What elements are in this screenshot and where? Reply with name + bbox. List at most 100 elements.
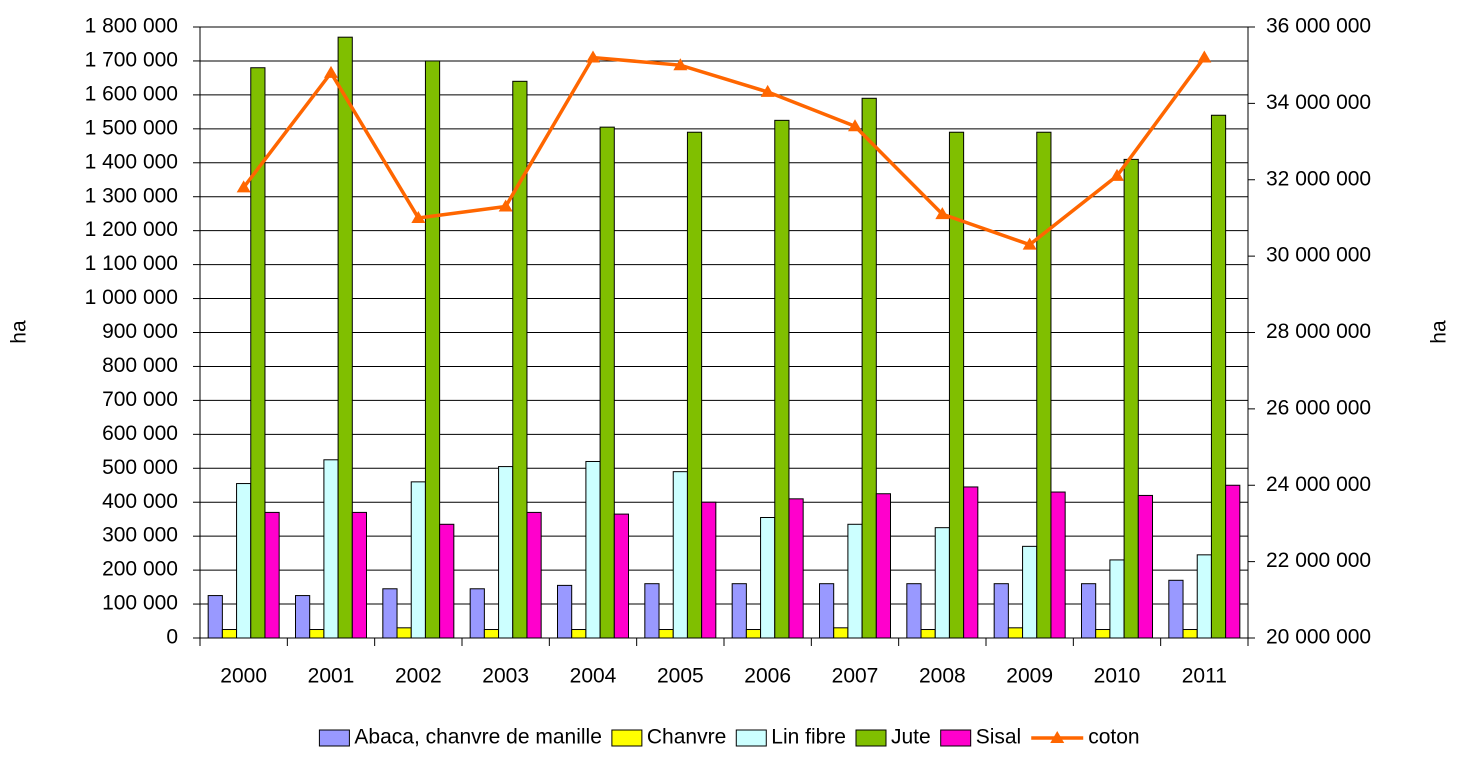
bar <box>774 119 790 639</box>
legend-swatch <box>611 729 643 747</box>
y-tick-label: 1 200 000 <box>85 218 178 241</box>
x-tick-label: 2010 <box>1094 665 1141 688</box>
bar <box>701 501 717 639</box>
y2-tick-label: 30 000 000 <box>1266 244 1371 267</box>
y-tick-label: 200 000 <box>102 558 178 581</box>
y2-tick-label: 36 000 000 <box>1266 15 1371 38</box>
legend-label: coton <box>1088 726 1139 749</box>
bar <box>1050 491 1066 639</box>
bar <box>1137 494 1154 639</box>
bar <box>207 595 223 639</box>
legend-swatch <box>318 729 350 747</box>
bar <box>1123 158 1139 639</box>
marker <box>586 50 600 63</box>
legend-label: Lin fibre <box>771 726 846 749</box>
marker <box>848 119 862 132</box>
bar <box>906 583 922 639</box>
legend-label: Sisal <box>976 726 1022 749</box>
y2-tick-label: 32 000 000 <box>1266 167 1371 190</box>
legend-swatch <box>940 729 972 747</box>
bar <box>613 513 629 639</box>
x-tick-label: 2002 <box>395 665 442 688</box>
bar <box>526 511 542 639</box>
y-tick-label: 1 400 000 <box>85 150 178 173</box>
bar <box>1196 554 1212 639</box>
bar <box>396 627 412 639</box>
bar <box>1168 579 1184 639</box>
x-tick-label: 2011 <box>1182 665 1227 688</box>
bar <box>1095 629 1111 639</box>
marker <box>1110 168 1124 181</box>
bar <box>847 523 863 639</box>
bar <box>382 588 398 639</box>
bar <box>993 583 1009 639</box>
y-tick-label: 0 <box>166 626 178 649</box>
y2-tick-label: 34 000 000 <box>1266 91 1371 114</box>
bar <box>1007 627 1024 639</box>
x-tick-label: 2000 <box>220 665 267 688</box>
bar <box>833 627 849 639</box>
bar <box>1036 131 1052 639</box>
y-tick-label: 300 000 <box>102 524 178 547</box>
marker <box>673 58 688 71</box>
bar <box>1022 545 1038 639</box>
bar <box>498 466 514 639</box>
bar <box>295 595 311 639</box>
bar <box>788 498 804 639</box>
bar <box>1210 114 1227 639</box>
y2-tick-label: 26 000 000 <box>1266 396 1371 419</box>
bar <box>557 584 573 639</box>
y-axis-label: ha <box>8 320 31 344</box>
bar <box>934 527 950 639</box>
bar <box>875 493 891 639</box>
x-tick-label: 2004 <box>570 665 617 688</box>
bar <box>439 523 455 639</box>
y-tick-label: 100 000 <box>102 592 178 615</box>
marker <box>324 65 338 78</box>
bar <box>599 126 615 639</box>
y-tick-label: 500 000 <box>102 456 178 479</box>
x-tick-label: 2008 <box>919 665 966 688</box>
bar <box>745 629 762 639</box>
bar <box>571 629 587 639</box>
x-tick-label: 2005 <box>657 665 704 688</box>
y2-tick-label: 22 000 000 <box>1266 549 1371 572</box>
bar <box>236 483 252 639</box>
legend-marker <box>1050 731 1065 743</box>
marker <box>935 207 950 220</box>
x-tick-label: 2001 <box>308 665 355 688</box>
bar <box>264 511 280 639</box>
bar <box>1109 559 1125 639</box>
y-tick-label: 400 000 <box>102 490 178 513</box>
bar <box>323 459 339 639</box>
legend-label: Jute <box>891 726 931 749</box>
line <box>242 55 1206 247</box>
bar <box>819 583 835 639</box>
bar <box>686 131 703 639</box>
bar <box>760 516 776 639</box>
y-tick-label: 1 300 000 <box>85 184 178 207</box>
bar <box>1182 629 1198 639</box>
bar <box>250 67 266 639</box>
marker <box>411 210 426 223</box>
bar <box>1225 484 1241 639</box>
marker <box>760 84 775 97</box>
bar <box>469 588 485 639</box>
bar <box>351 511 367 639</box>
y-tick-label: 900 000 <box>102 320 178 343</box>
marker <box>236 180 251 193</box>
bar <box>658 629 674 639</box>
bar <box>483 629 500 639</box>
y-tick-label: 1 600 000 <box>85 82 178 105</box>
bar <box>585 460 601 639</box>
legend-label: Abaca, chanvre de manille <box>354 726 601 749</box>
x-tick-label: 2007 <box>832 665 879 688</box>
bar <box>963 486 979 639</box>
bar <box>672 471 688 639</box>
marker <box>1197 50 1212 63</box>
y-tick-label: 800 000 <box>102 354 178 377</box>
bar <box>1081 583 1097 639</box>
marker <box>498 199 513 212</box>
bar <box>948 131 965 639</box>
